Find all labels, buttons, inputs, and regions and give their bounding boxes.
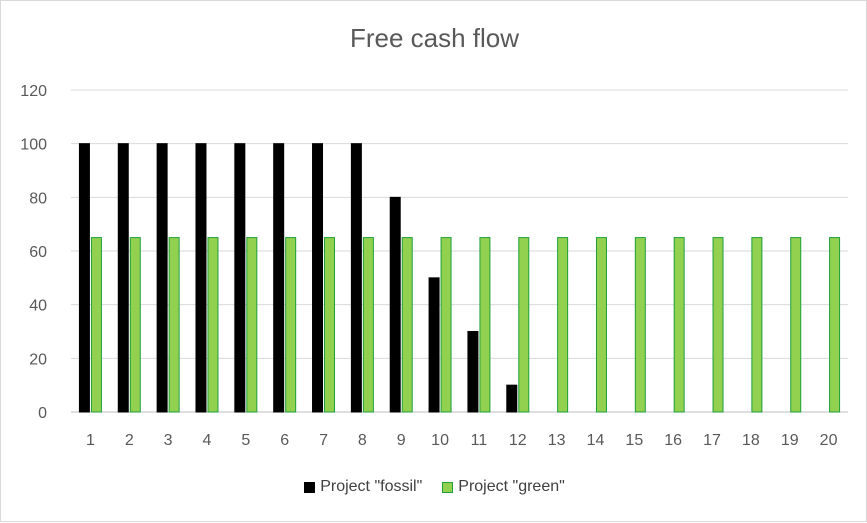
x-tick-label: 2	[125, 432, 134, 449]
x-tick-label: 5	[241, 432, 250, 449]
gridlines	[71, 89, 848, 413]
bar-green	[595, 237, 607, 413]
bar-fossil	[312, 143, 324, 413]
y-tick-label: 80	[29, 190, 47, 207]
bar-fossil	[506, 384, 518, 413]
bar-green	[829, 237, 841, 413]
y-tick-label: 100	[20, 137, 47, 154]
x-tick-label: 10	[431, 432, 449, 449]
bar-green	[285, 237, 297, 413]
x-tick-label: 16	[664, 432, 682, 449]
legend-item-fossil: Project "fossil"	[304, 478, 422, 496]
bar-green	[129, 237, 141, 413]
legend: Project "fossil" Project "green"	[1, 478, 867, 496]
bar-green	[440, 237, 452, 413]
y-tick-label: 60	[29, 244, 47, 261]
bar-green	[362, 237, 374, 413]
bar-green	[557, 237, 569, 413]
x-axis-ticks: 1 2 3 4 5 6 7 8 9 10 11 12 13 14 15 16 17 18 19 20	[86, 432, 838, 449]
y-tick-label: 120	[20, 83, 47, 100]
bar-green	[90, 237, 102, 413]
bar-fossil	[234, 143, 246, 413]
bar-fossil	[350, 143, 362, 413]
y-tick-label: 20	[29, 351, 47, 368]
bar-green	[790, 237, 802, 413]
x-tick-label: 15	[625, 432, 643, 449]
bar-green	[518, 237, 530, 413]
y-axis-ticks: 0 20 40 60 80 100 120	[20, 83, 47, 422]
bar-green	[324, 237, 336, 413]
bar-green	[168, 237, 180, 413]
bar-green	[246, 237, 258, 413]
legend-swatch-fossil	[304, 481, 316, 493]
x-tick-label: 7	[319, 432, 328, 449]
bar-fossil	[467, 331, 479, 413]
x-tick-label: 8	[358, 432, 367, 449]
bar-green	[751, 237, 763, 413]
x-tick-label: 3	[164, 432, 173, 449]
x-tick-label: 1	[86, 432, 95, 449]
bar-fossil	[273, 143, 285, 413]
x-tick-label: 11	[471, 432, 488, 449]
bar-fossil	[389, 196, 401, 413]
x-tick-label: 20	[820, 432, 838, 449]
legend-label-green: Project "green"	[458, 478, 565, 495]
x-tick-label: 17	[703, 432, 721, 449]
legend-item-green: Project "green"	[442, 478, 565, 496]
x-tick-label: 13	[548, 432, 566, 449]
x-tick-label: 19	[781, 432, 799, 449]
bar-green	[634, 237, 646, 413]
legend-swatch-green	[442, 481, 454, 493]
x-tick-label: 18	[742, 432, 760, 449]
bar-fossil	[78, 143, 90, 413]
bars	[78, 143, 841, 413]
bar-green	[673, 237, 685, 413]
x-tick-label: 9	[397, 432, 406, 449]
bar-fossil	[195, 143, 207, 413]
y-tick-label: 0	[38, 405, 47, 422]
bar-green	[207, 237, 219, 413]
x-tick-label: 12	[509, 432, 527, 449]
bar-fossil	[156, 143, 168, 413]
x-tick-label: 14	[587, 432, 605, 449]
bar-green	[479, 237, 491, 413]
bar-green	[401, 237, 413, 413]
chart-title: Free cash flow	[349, 23, 520, 53]
legend-label-fossil: Project "fossil"	[320, 478, 423, 495]
bar-green	[712, 237, 724, 413]
y-tick-label: 40	[29, 298, 47, 315]
x-tick-label: 6	[280, 432, 289, 449]
bar-fossil	[117, 143, 129, 413]
bar-fossil	[428, 277, 440, 413]
x-tick-label: 4	[203, 432, 212, 449]
